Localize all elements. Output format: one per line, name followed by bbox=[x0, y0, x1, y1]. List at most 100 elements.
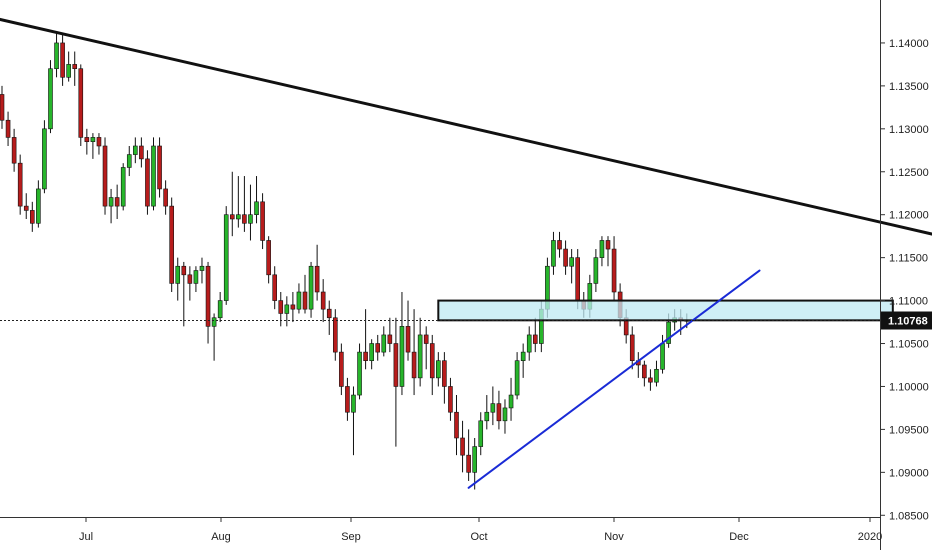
y-tick-label: 1.10500 bbox=[889, 339, 929, 351]
candle-up bbox=[217, 300, 223, 319]
candle-down bbox=[278, 300, 284, 314]
candle-up bbox=[399, 326, 405, 387]
candle-down bbox=[429, 343, 435, 379]
candle-down bbox=[23, 205, 29, 211]
candle-down bbox=[266, 240, 271, 276]
candle-down bbox=[260, 201, 265, 241]
candle-up bbox=[126, 154, 132, 168]
candle-up bbox=[120, 167, 126, 207]
candle-up bbox=[502, 407, 508, 422]
candle-down bbox=[60, 42, 65, 78]
x-tick-label: Oct bbox=[470, 531, 487, 543]
x-tick-label: Jul bbox=[79, 531, 93, 543]
candle-up bbox=[175, 265, 181, 284]
candle-down bbox=[532, 334, 538, 344]
candle-down bbox=[393, 343, 399, 387]
candle-up bbox=[526, 334, 532, 353]
candle-down bbox=[205, 265, 211, 327]
candle-up bbox=[193, 270, 199, 284]
candle-down bbox=[575, 257, 581, 301]
descending-resistance-trendline[interactable] bbox=[0, 13, 932, 236]
x-tick-label: 2020 bbox=[858, 531, 882, 543]
candle-up bbox=[508, 394, 514, 409]
candle-up bbox=[133, 145, 138, 155]
candle-up bbox=[369, 343, 374, 361]
candle-down bbox=[314, 265, 320, 293]
candle-down bbox=[375, 343, 381, 353]
candle-up bbox=[666, 321, 671, 344]
y-tick-label: 1.13000 bbox=[889, 124, 929, 136]
candle-up bbox=[66, 64, 71, 78]
candle-down bbox=[302, 291, 308, 310]
candle-down bbox=[84, 137, 90, 143]
candle-up bbox=[484, 411, 490, 422]
candle-down bbox=[181, 265, 187, 276]
candle-down bbox=[387, 334, 393, 344]
candle-up bbox=[593, 257, 599, 284]
candle-down bbox=[563, 248, 568, 267]
candle-down bbox=[332, 317, 338, 353]
candle-up bbox=[36, 188, 41, 224]
candle-down bbox=[242, 214, 247, 224]
candle-down bbox=[448, 386, 453, 413]
candle-up bbox=[90, 137, 96, 143]
x-tick-label: Sep bbox=[341, 531, 361, 543]
candles-layer bbox=[0, 32, 690, 490]
candle-down bbox=[145, 158, 150, 207]
candle-down bbox=[345, 386, 350, 413]
candle-down bbox=[96, 137, 102, 147]
candle-down bbox=[139, 145, 144, 160]
candle-down bbox=[17, 162, 23, 207]
candle-down bbox=[102, 145, 108, 207]
candle-down bbox=[72, 64, 78, 70]
rising-support-trendline[interactable] bbox=[467, 269, 761, 489]
y-tick-label: 1.09000 bbox=[889, 467, 929, 479]
candle-down bbox=[629, 334, 635, 361]
candle-up bbox=[660, 343, 665, 370]
candle-down bbox=[0, 94, 5, 121]
candle-down bbox=[496, 403, 502, 422]
candle-down bbox=[290, 304, 296, 310]
candle-up bbox=[436, 360, 441, 379]
current-price-badge bbox=[881, 311, 932, 330]
y-tick-label: 1.13500 bbox=[889, 81, 929, 93]
candle-up bbox=[296, 291, 302, 310]
current-price-label: 1.10768 bbox=[888, 316, 928, 328]
drawings-layer bbox=[0, 13, 932, 489]
candle-down bbox=[605, 240, 611, 250]
y-tick-label: 1.12500 bbox=[889, 167, 929, 179]
candle-up bbox=[490, 403, 496, 413]
y-tick-label: 1.12000 bbox=[889, 210, 929, 222]
candle-up bbox=[381, 334, 387, 353]
candle-down bbox=[642, 364, 647, 379]
candle-up bbox=[254, 201, 259, 216]
candle-up bbox=[236, 214, 241, 220]
y-tick-label: 1.08500 bbox=[889, 510, 929, 522]
x-tick-label: Nov bbox=[604, 531, 624, 543]
candle-up bbox=[357, 351, 362, 396]
candle-up bbox=[514, 360, 520, 396]
candle-up bbox=[654, 368, 659, 383]
candle-down bbox=[611, 248, 617, 293]
candle-up bbox=[248, 214, 253, 224]
candle-down bbox=[5, 119, 11, 138]
support-resistance-zone[interactable] bbox=[437, 299, 894, 322]
candle-down bbox=[557, 240, 562, 250]
candle-up bbox=[199, 265, 205, 271]
candle-down bbox=[466, 454, 471, 473]
candle-up bbox=[478, 420, 484, 447]
candle-up bbox=[211, 317, 217, 327]
candle-up bbox=[351, 394, 356, 413]
candle-down bbox=[78, 68, 84, 138]
candle-up bbox=[108, 197, 114, 207]
candle-up bbox=[551, 240, 556, 267]
candle-up bbox=[472, 446, 477, 473]
candle-down bbox=[187, 274, 193, 284]
candle-down bbox=[163, 188, 168, 207]
candle-up bbox=[48, 68, 53, 130]
candle-down bbox=[169, 205, 174, 284]
x-tick-label: Dec bbox=[729, 531, 749, 543]
